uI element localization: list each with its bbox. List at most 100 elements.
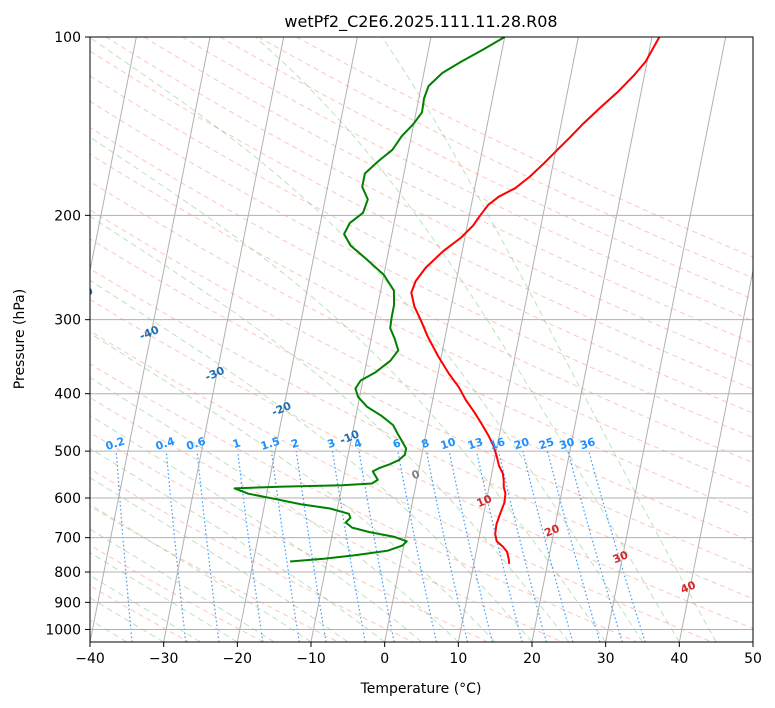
isotherm-line xyxy=(752,639,753,642)
x-tick-label: −20 xyxy=(223,651,253,667)
mixing-ratio-label: 1 xyxy=(231,436,242,451)
isotherm-line xyxy=(531,37,653,642)
dry-adiabat-line xyxy=(90,268,753,600)
dry-adiabat-line xyxy=(105,37,753,367)
dry-adiabat-line xyxy=(90,126,753,464)
isotherm-line xyxy=(678,268,753,642)
mixing-ratio-label: 25 xyxy=(537,435,556,452)
mixing-ratio-label: 0.6 xyxy=(185,434,208,452)
x-tick-label: −40 xyxy=(75,651,105,667)
moist-adiabat-line xyxy=(90,37,643,642)
y-tick-label: 400 xyxy=(54,387,81,403)
mixing-ratio-line xyxy=(475,450,523,642)
mixing-ratio-label: 0.2 xyxy=(104,435,127,453)
mixing-ratio-line xyxy=(165,451,187,642)
dry-adiabat-line xyxy=(90,75,753,414)
moist-adiabat-line xyxy=(90,136,607,642)
dry-adiabat-line xyxy=(90,363,638,642)
mixing-ratio-line xyxy=(270,451,300,642)
mixing-ratio-line xyxy=(522,450,574,642)
chart-title: wetPf2_C2E6.2025.111.11.28.R08 xyxy=(284,12,557,32)
mixing-ratio-line xyxy=(588,450,646,642)
y-tick-label: 500 xyxy=(54,444,81,460)
isotherm-label: 30 xyxy=(611,548,631,566)
isotherm-line xyxy=(90,37,137,274)
mixing-ratio-label: 4 xyxy=(352,436,364,451)
mixing-ratio-label: 1.5 xyxy=(259,435,282,453)
mixing-ratio-label: 16 xyxy=(488,435,507,452)
y-tick-label: 700 xyxy=(54,531,81,547)
moist-adiabat-line xyxy=(90,597,164,642)
dry-adiabat-line xyxy=(143,37,753,344)
mixing-ratio-line xyxy=(397,450,437,642)
dry-adiabat-line xyxy=(90,505,339,642)
mixing-ratio-label: 2 xyxy=(289,436,300,451)
isotherm-label: 40 xyxy=(679,578,699,596)
isotherm-line xyxy=(457,37,579,642)
mixing-ratio-label: 8 xyxy=(420,436,431,451)
isotherm-label: 20 xyxy=(542,522,562,540)
isotherm-line xyxy=(163,37,285,642)
isotherm-label: -60 xyxy=(7,238,31,258)
mixing-ratio-label: 20 xyxy=(512,435,531,452)
moist-adiabat-line xyxy=(90,332,496,642)
mixing-ratio-line xyxy=(295,451,327,642)
x-tick-label: 20 xyxy=(523,651,541,667)
y-tick-label: 1000 xyxy=(45,622,81,638)
mixing-ratio-label: 6 xyxy=(391,436,403,451)
x-tick-label: 0 xyxy=(380,651,389,667)
x-tick-label: 30 xyxy=(597,651,615,667)
moist-adiabat-line xyxy=(90,279,533,642)
dry-adiabat-line xyxy=(90,209,753,543)
mixing-ratio-line xyxy=(237,451,264,642)
x-tick-label: −10 xyxy=(296,651,326,667)
plot-frame xyxy=(89,36,754,643)
moist-adiabat-line xyxy=(90,528,275,642)
dry-adiabat-line xyxy=(296,37,753,258)
isotherm-line xyxy=(605,37,727,642)
mixing-ratio-line xyxy=(196,451,220,642)
mixing-ratio-line xyxy=(546,450,601,642)
dry-adiabat-line xyxy=(220,37,753,300)
moist-adiabat-line xyxy=(90,414,422,642)
mixing-ratio-label: 13 xyxy=(466,435,485,452)
mixing-ratio-line xyxy=(425,450,469,642)
y-tick-label: 300 xyxy=(54,313,81,329)
temperature-profile-line xyxy=(410,37,661,564)
y-tick-label: 800 xyxy=(54,565,81,581)
moist-adiabat-line xyxy=(90,477,349,642)
isotherm-line xyxy=(90,37,211,642)
moist-adiabat-line xyxy=(255,37,680,642)
dry-adiabat-line xyxy=(90,238,753,571)
mixing-ratio-label: 10 xyxy=(439,435,458,452)
y-tick-label: 900 xyxy=(54,595,81,611)
isotherm-line xyxy=(0,37,63,642)
plot-background xyxy=(90,37,753,642)
mixing-ratio-line xyxy=(567,450,623,642)
x-tick-label: 10 xyxy=(449,651,467,667)
dry-adiabat-line xyxy=(90,432,488,642)
mixing-ratio-label: 3 xyxy=(326,436,337,451)
y-tick-label: 600 xyxy=(54,491,81,507)
y-axis-label: Pressure (hPa) xyxy=(12,289,28,389)
mixing-ratio-label: 0.4 xyxy=(154,434,177,452)
mixing-ratio-label: 30 xyxy=(558,435,577,452)
isotherm-label: -50 xyxy=(72,284,96,304)
dewpoint-profile-line xyxy=(233,37,506,563)
x-tick-label: 50 xyxy=(744,651,762,667)
x-tick-label: 40 xyxy=(670,651,688,667)
moist-adiabat-line xyxy=(90,215,570,642)
moist-adiabat-line xyxy=(90,552,238,642)
y-tick-label: 100 xyxy=(54,30,81,46)
isotherm-label: 10 xyxy=(475,492,495,510)
x-axis-label: Temperature (°C) xyxy=(360,681,482,697)
isotherm-line xyxy=(236,37,358,642)
mixing-ratio-line xyxy=(498,450,547,642)
x-tick-label: −30 xyxy=(149,651,179,667)
moist-adiabat-line xyxy=(90,574,201,642)
dry-adiabat-line xyxy=(90,330,712,642)
y-tick-label: 200 xyxy=(54,208,81,224)
mixing-ratio-label: 36 xyxy=(578,435,597,452)
isotherm-line xyxy=(310,37,432,642)
